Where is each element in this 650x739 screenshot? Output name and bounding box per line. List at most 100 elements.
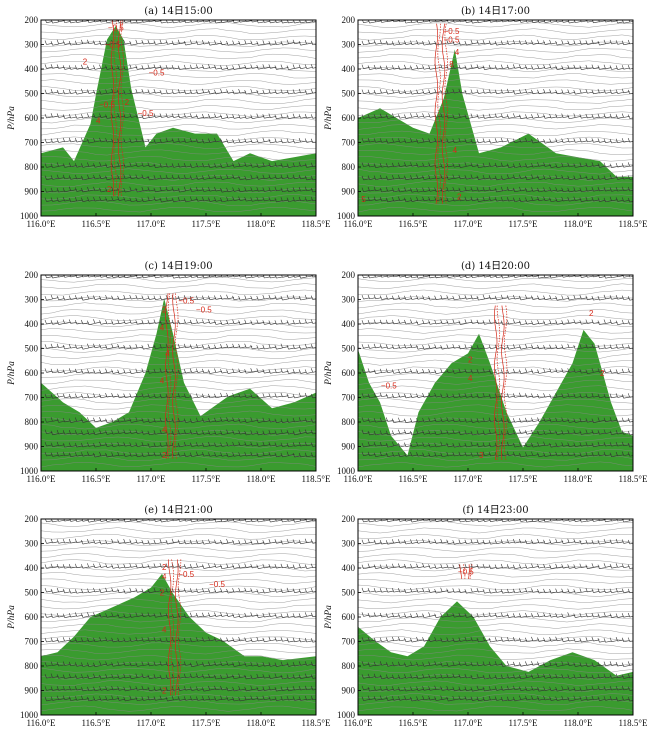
- wind-barb-flag: [416, 452, 419, 457]
- wind-barb-flag: [422, 368, 425, 374]
- wind-barb-flag: [262, 275, 265, 279]
- contour-line: [41, 436, 316, 442]
- wind-barb: [221, 117, 229, 119]
- wind-barb-flag: [226, 661, 229, 666]
- wind-barb: [526, 432, 533, 435]
- wind-barb-flag: [373, 196, 376, 201]
- wind-barb: [387, 43, 394, 46]
- wind-barb-flag: [292, 319, 295, 325]
- wind-barb-flag: [56, 343, 59, 348]
- contour-line: [358, 79, 633, 86]
- wind-barb: [264, 92, 271, 95]
- wind-barb: [369, 140, 376, 143]
- wind-barb: [197, 454, 204, 456]
- wind-barb: [581, 396, 588, 398]
- wind-barb-flag: [268, 451, 271, 457]
- wind-barb-flag: [310, 175, 313, 181]
- wind-barb: [52, 177, 59, 180]
- wind-barb: [563, 165, 570, 168]
- wind-barb: [112, 566, 120, 569]
- red-contour: [494, 305, 498, 461]
- wind-barb-flag: [232, 163, 235, 168]
- wind-barb: [240, 298, 247, 301]
- wind-barb-flag: [50, 368, 53, 373]
- wind-barb-flag: [177, 563, 180, 568]
- wind-barb-flag: [87, 174, 90, 179]
- contour-label: −0.5: [178, 570, 194, 579]
- wind-barb-flag: [99, 417, 102, 422]
- wind-barb: [405, 116, 412, 119]
- wind-barb: [221, 371, 229, 374]
- wind-barb-flag: [189, 637, 192, 643]
- wind-barb-flag: [214, 539, 217, 544]
- wind-barb: [149, 141, 156, 144]
- wind-barb: [520, 347, 527, 350]
- wind-barb: [185, 141, 192, 143]
- wind-barb: [246, 276, 253, 279]
- wind-barb-flag: [202, 540, 205, 545]
- wind-barb-flag: [404, 20, 407, 24]
- wind-barb: [288, 92, 295, 95]
- wind-barb: [270, 615, 277, 617]
- wind-barb-flag: [117, 564, 120, 569]
- wind-barb-flag: [305, 20, 307, 23]
- wind-barb-flag: [262, 64, 265, 69]
- wind-barb: [623, 67, 630, 70]
- wind-barb: [46, 396, 53, 399]
- wind-barb: [221, 67, 229, 70]
- wind-barb: [484, 275, 491, 278]
- wind-barb-flag: [105, 430, 108, 435]
- wind-barb-flag: [177, 65, 180, 70]
- wind-barb: [131, 664, 138, 667]
- wind-barb: [203, 420, 210, 423]
- wind-barb: [484, 454, 491, 456]
- wind-barb-flag: [177, 89, 180, 94]
- wind-barb: [276, 421, 283, 424]
- wind-barb-flag: [579, 344, 582, 349]
- wind-barb-flag: [379, 441, 382, 447]
- wind-barb: [508, 166, 515, 168]
- wind-barb-flag: [482, 114, 485, 119]
- wind-barb-flag: [573, 20, 576, 23]
- wind-barb-flag: [166, 275, 168, 278]
- wind-barb-flag: [268, 344, 271, 349]
- wind-barb-flag: [422, 519, 425, 521]
- wind-barb: [264, 420, 271, 423]
- wind-barb-flag: [183, 418, 186, 423]
- wind-barb: [221, 395, 229, 398]
- wind-barb-flag: [123, 369, 126, 374]
- x-tick-label: 118.0°E: [563, 474, 593, 484]
- contour-line: [41, 372, 316, 379]
- wind-barb-flag: [129, 369, 132, 374]
- wind-barb: [417, 420, 425, 423]
- wind-barb: [197, 189, 204, 192]
- wind-barb: [131, 519, 138, 522]
- wind-barb-flag: [561, 320, 564, 325]
- wind-barb: [149, 454, 156, 457]
- wind-barb: [143, 455, 150, 457]
- wind-barb-flag: [123, 686, 126, 692]
- wind-barb: [46, 178, 53, 180]
- wind-barb: [472, 116, 479, 118]
- wind-barb-flag: [129, 563, 132, 568]
- wind-barb-flag: [68, 89, 71, 94]
- wind-barb: [587, 298, 594, 301]
- wind-barb: [563, 454, 570, 457]
- wind-barb-flag: [68, 197, 71, 203]
- wind-barb: [605, 42, 612, 45]
- wind-barb: [100, 67, 108, 69]
- wind-barb-flag: [416, 369, 419, 374]
- wind-barb-flag: [123, 563, 126, 569]
- wind-barb: [221, 520, 229, 523]
- wind-barb-flag: [195, 343, 199, 349]
- wind-barb-flag: [262, 612, 265, 618]
- wind-barb-flag: [361, 368, 364, 374]
- wind-barb: [233, 454, 241, 457]
- wind-barb-flag: [244, 418, 247, 423]
- wind-barb-flag: [621, 138, 624, 143]
- wind-barb-flag: [147, 39, 150, 45]
- wind-barb: [363, 520, 370, 523]
- wind-barb: [64, 298, 71, 301]
- wind-barb: [417, 454, 425, 457]
- wind-barb: [399, 346, 406, 349]
